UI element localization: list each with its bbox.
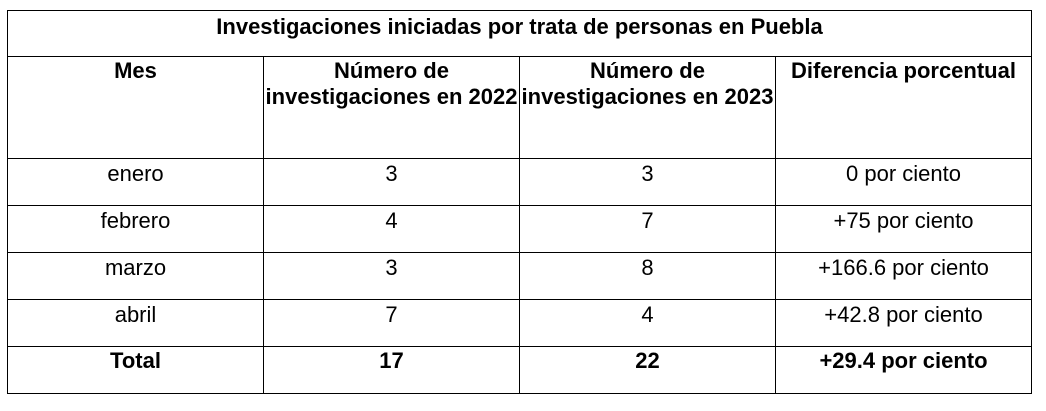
cell-month: enero xyxy=(7,158,264,206)
cell-month: marzo xyxy=(7,252,264,300)
cell-2022: 4 xyxy=(263,205,520,253)
table-row: marzo 3 8 +166.6 por ciento xyxy=(7,252,1032,300)
title-row: Investigaciones iniciadas por trata de p… xyxy=(7,10,1032,57)
cell-diferencia: 0 por ciento xyxy=(775,158,1032,206)
header-2023: Número de investigaciones en 2023 xyxy=(519,56,776,159)
cell-month: febrero xyxy=(7,205,264,253)
header-row: Mes Número de investigaciones en 2022 Nú… xyxy=(7,56,1032,159)
cell-2023: 3 xyxy=(519,158,776,206)
header-mes: Mes xyxy=(7,56,264,159)
total-2022: 17 xyxy=(263,346,520,394)
table-title: Investigaciones iniciadas por trata de p… xyxy=(7,10,1032,57)
cell-month: abril xyxy=(7,299,264,347)
investigations-table: Investigaciones iniciadas por trata de p… xyxy=(7,10,1032,394)
cell-2023: 4 xyxy=(519,299,776,347)
total-diferencia: +29.4 por ciento xyxy=(775,346,1032,394)
cell-2022: 7 xyxy=(263,299,520,347)
cell-2023: 8 xyxy=(519,252,776,300)
table-container: Investigaciones iniciadas por trata de p… xyxy=(7,10,1032,394)
table-row: enero 3 3 0 por ciento xyxy=(7,158,1032,206)
cell-2022: 3 xyxy=(263,158,520,206)
cell-diferencia: +42.8 por ciento xyxy=(775,299,1032,347)
cell-diferencia: +75 por ciento xyxy=(775,205,1032,253)
total-label: Total xyxy=(7,346,264,394)
table-row: febrero 4 7 +75 por ciento xyxy=(7,205,1032,253)
cell-diferencia: +166.6 por ciento xyxy=(775,252,1032,300)
cell-2023: 7 xyxy=(519,205,776,253)
cell-2022: 3 xyxy=(263,252,520,300)
table-row: abril 7 4 +42.8 por ciento xyxy=(7,299,1032,347)
header-diferencia: Diferencia porcentual xyxy=(775,56,1032,159)
total-row: Total 17 22 +29.4 por ciento xyxy=(7,346,1032,394)
header-2022: Número de investigaciones en 2022 xyxy=(263,56,520,159)
total-2023: 22 xyxy=(519,346,776,394)
